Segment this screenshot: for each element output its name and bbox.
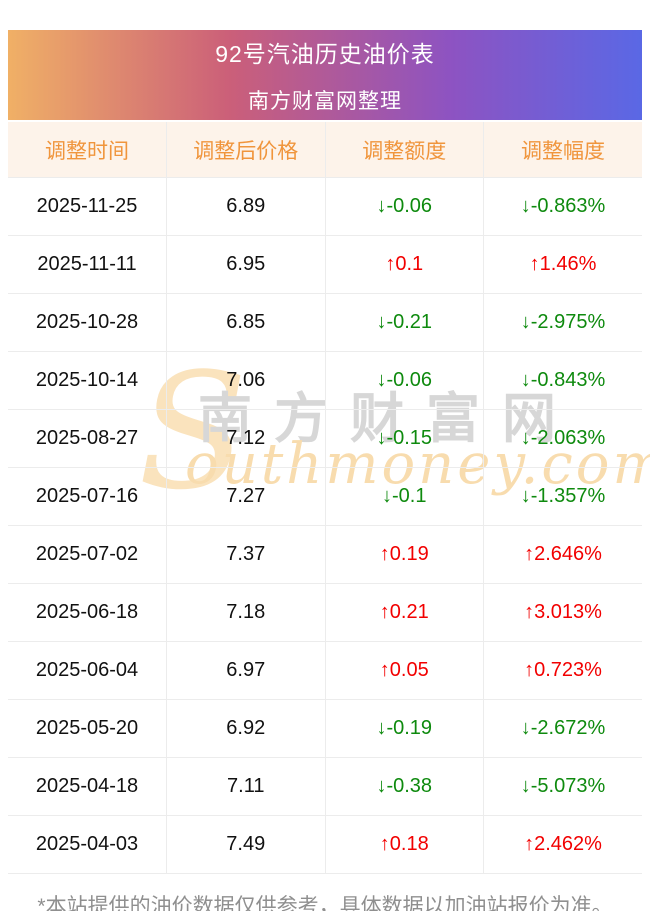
adjust-amount-cell: ↓-0.21 xyxy=(324,293,484,352)
adjust-amount-cell: ↓-0.15 xyxy=(324,409,484,468)
adjusted-price-cell: 7.12 xyxy=(166,409,325,468)
table-head: 调整时间 调整后价格 调整额度 调整幅度 xyxy=(8,122,642,178)
table-row: 2025-11-25 6.89 ↓-0.06 ↓-0.863% xyxy=(8,177,642,236)
adjusted-price-cell: 6.85 xyxy=(166,293,325,352)
banner-subtitle: 南方财富网整理 xyxy=(248,90,402,113)
oil-price-table: 调整时间 调整后价格 调整额度 调整幅度 2025-11-25 6.89 ↓-0.0… xyxy=(8,122,642,874)
adjust-range-cell: ↓-2.672% xyxy=(483,699,642,758)
table-row: 2025-11-11 6.95 ↑0.1 ↑1.46% xyxy=(8,235,642,294)
adjusted-price-cell: 7.11 xyxy=(166,757,325,816)
col-header-adjust-time: 调整时间 xyxy=(8,122,167,178)
adjust-range-cell: ↑1.46% xyxy=(483,235,642,294)
adjust-range-cell: ↑3.013% xyxy=(483,583,642,642)
col-header-adjust-amount: 调整额度 xyxy=(324,122,484,178)
adjust-date-cell: 2025-11-25 xyxy=(8,177,167,236)
adjusted-price-cell: 7.49 xyxy=(166,815,325,874)
adjust-date-cell: 2025-04-03 xyxy=(8,815,167,874)
adjust-amount-cell: ↑0.19 xyxy=(324,525,484,584)
table-body: 2025-11-25 6.89 ↓-0.06 ↓-0.863% 2025-11-11 6.… xyxy=(8,177,642,874)
adjusted-price-cell: 7.18 xyxy=(166,583,325,642)
adjusted-price-cell: 7.27 xyxy=(166,467,325,526)
table-row: 2025-07-16 7.27 ↓-0.1 ↓-1.357% xyxy=(8,467,642,526)
adjust-date-cell: 2025-07-16 xyxy=(8,467,167,526)
disclaimer-footnote: *本站提供的油价数据仅供参考，具体数据以加油站报价为准。 xyxy=(37,895,613,911)
adjust-date-cell: 2025-07-02 xyxy=(8,525,167,584)
adjust-amount-cell: ↓-0.1 xyxy=(324,467,484,526)
adjusted-price-cell: 6.97 xyxy=(166,641,325,700)
table-row: 2025-07-02 7.37 ↑0.19 ↑2.646% xyxy=(8,525,642,584)
table-row: 2025-06-18 7.18 ↑0.21 ↑3.013% xyxy=(8,583,642,642)
adjust-range-cell: ↑2.462% xyxy=(483,815,642,874)
table-row: 2025-10-14 7.06 ↓-0.06 ↓-0.843% xyxy=(8,351,642,410)
table-row: 2025-10-28 6.85 ↓-0.21 ↓-2.975% xyxy=(8,293,642,352)
adjust-amount-cell: ↑0.05 xyxy=(324,641,484,700)
adjust-amount-cell: ↓-0.19 xyxy=(324,699,484,758)
adjust-amount-cell: ↑0.21 xyxy=(324,583,484,642)
adjust-range-cell: ↓-5.073% xyxy=(483,757,642,816)
col-header-adjusted-price: 调整后价格 xyxy=(166,122,325,178)
banner-title: 92号汽油历史油价表 xyxy=(215,41,435,67)
adjust-date-cell: 2025-10-28 xyxy=(8,293,167,352)
adjust-range-cell: ↓-0.863% xyxy=(483,177,642,236)
table-row: 2025-04-18 7.11 ↓-0.38 ↓-5.073% xyxy=(8,757,642,816)
adjust-date-cell: 2025-04-18 xyxy=(8,757,167,816)
adjust-date-cell: 2025-11-11 xyxy=(8,235,167,294)
adjust-amount-cell: ↓-0.06 xyxy=(324,351,484,410)
adjusted-price-cell: 6.89 xyxy=(166,177,325,236)
table-row: 2025-04-03 7.49 ↑0.18 ↑2.462% xyxy=(8,815,642,874)
table-row: 2025-05-20 6.92 ↓-0.19 ↓-2.672% xyxy=(8,699,642,758)
adjust-date-cell: 2025-08-27 xyxy=(8,409,167,468)
col-header-adjust-range: 调整幅度 xyxy=(483,122,642,178)
adjust-date-cell: 2025-06-18 xyxy=(8,583,167,642)
adjust-amount-cell: ↑0.18 xyxy=(324,815,484,874)
adjust-range-cell: ↓-0.843% xyxy=(483,351,642,410)
table-title-banner: 92号汽油历史油价表 南方财富网整理 xyxy=(8,30,642,120)
adjust-range-cell: ↑0.723% xyxy=(483,641,642,700)
adjusted-price-cell: 7.37 xyxy=(166,525,325,584)
adjust-date-cell: 2025-06-04 xyxy=(8,641,167,700)
adjust-range-cell: ↓-2.975% xyxy=(483,293,642,352)
adjusted-price-cell: 6.92 xyxy=(166,699,325,758)
adjust-amount-cell: ↓-0.06 xyxy=(324,177,484,236)
adjust-range-cell: ↓-2.063% xyxy=(483,409,642,468)
adjusted-price-cell: 7.06 xyxy=(166,351,325,410)
header-row: 调整时间 调整后价格 调整额度 调整幅度 xyxy=(8,122,642,178)
adjusted-price-cell: 6.95 xyxy=(166,235,325,294)
adjust-range-cell: ↓-1.357% xyxy=(483,467,642,526)
adjust-date-cell: 2025-10-14 xyxy=(8,351,167,410)
table-row: 2025-08-27 7.12 ↓-0.15 ↓-2.063% xyxy=(8,409,642,468)
adjust-amount-cell: ↓-0.38 xyxy=(324,757,484,816)
adjust-amount-cell: ↑0.1 xyxy=(324,235,484,294)
table-row: 2025-06-04 6.97 ↑0.05 ↑0.723% xyxy=(8,641,642,700)
adjust-range-cell: ↑2.646% xyxy=(483,525,642,584)
adjust-date-cell: 2025-05-20 xyxy=(8,699,167,758)
